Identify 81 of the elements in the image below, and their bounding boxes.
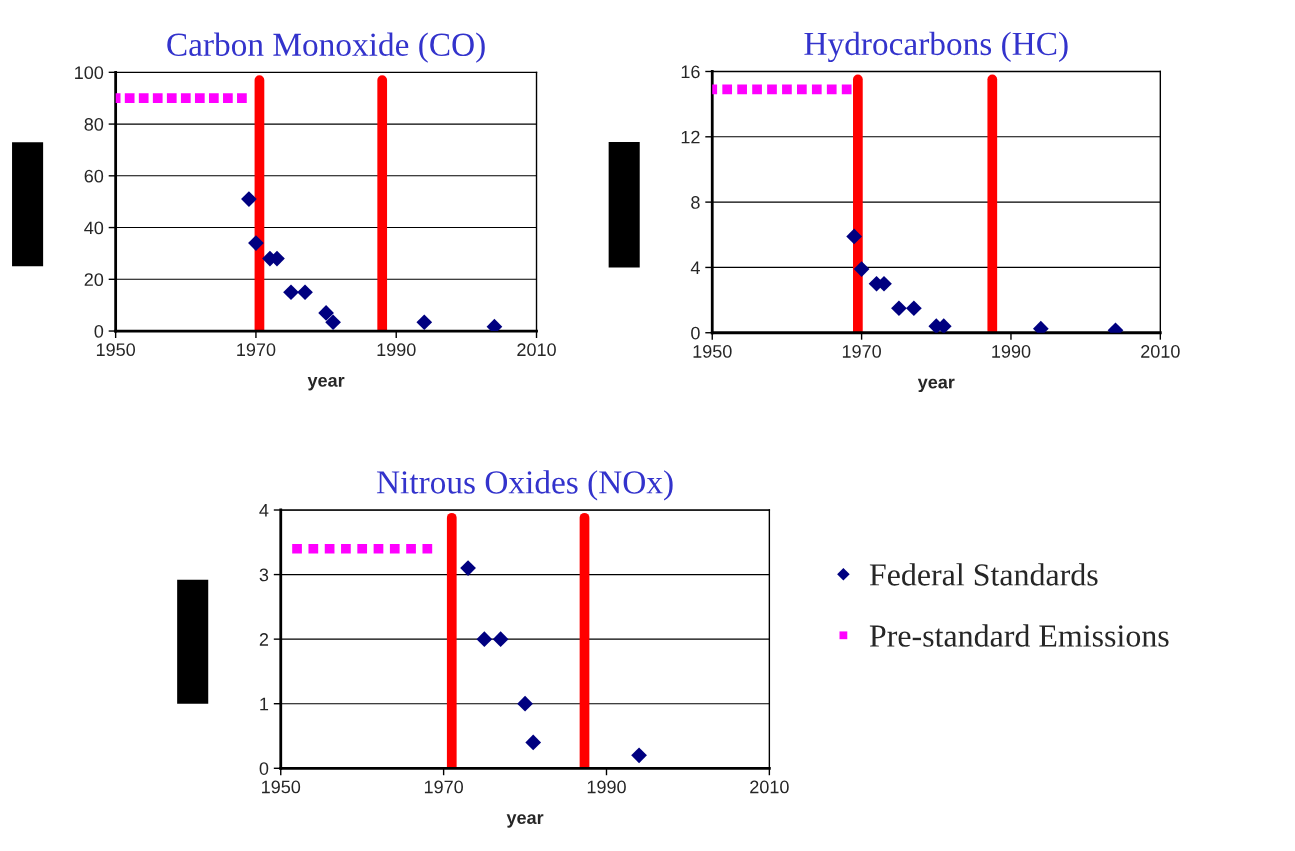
point (237, 93, 247, 104)
point (318, 305, 334, 321)
point (737, 84, 747, 95)
x-tick-label: 1950 (262, 780, 301, 794)
legend-label: Federal Standards (869, 563, 1098, 586)
legend-label: Pre-standard Emissions (869, 624, 1169, 647)
y-tick-label: 60 (84, 169, 104, 183)
x-tick-label: 1970 (842, 345, 881, 358)
point (241, 191, 257, 207)
x-tick-label: 1990 (992, 345, 1031, 358)
x-axis-title: year (307, 376, 345, 391)
x-tick-label: 2010 (517, 343, 556, 357)
point (292, 543, 302, 554)
y-tick-label: 16 (681, 65, 700, 79)
point (517, 695, 533, 712)
point (208, 93, 219, 104)
point (373, 543, 384, 554)
x-axis-title: year (506, 814, 544, 828)
y-tick-label: 4 (259, 504, 269, 517)
point (124, 93, 135, 104)
point (194, 93, 205, 104)
point (460, 560, 476, 576)
point (406, 543, 416, 554)
y-tick-label: 40 (84, 221, 104, 235)
point (166, 93, 177, 104)
point (476, 631, 493, 647)
point (325, 314, 341, 331)
y-tick-label: 0 (94, 324, 104, 338)
point (631, 747, 647, 764)
chart-title: Nitrous Oxides (NOx) (376, 470, 673, 501)
y-tick-label: 4 (690, 261, 700, 274)
point (525, 734, 542, 751)
x-tick-label: 1950 (693, 345, 732, 358)
y-tick-label: 80 (84, 118, 104, 131)
point (492, 631, 509, 647)
point (422, 543, 433, 554)
point (324, 543, 335, 554)
point (826, 84, 837, 95)
x-tick-label: 2010 (1141, 345, 1180, 358)
y-tick-label: 3 (259, 568, 269, 582)
point (308, 543, 319, 554)
point (357, 543, 368, 554)
point (138, 93, 149, 104)
x-tick-label: 1970 (237, 343, 276, 357)
y-tick-label: 12 (681, 130, 700, 144)
x-tick-label: 2010 (750, 780, 789, 794)
y-tick-label: 1 (260, 697, 269, 711)
y-tick-label: 20 (84, 273, 104, 287)
point (767, 84, 777, 95)
chart-title: Carbon Monoxide (CO) (167, 32, 485, 63)
point (782, 84, 792, 95)
point (297, 284, 313, 301)
x-tick-label: 1990 (377, 343, 416, 357)
point (223, 93, 233, 104)
y-tick-label: 0 (259, 762, 269, 775)
y-tick-label: 8 (691, 196, 700, 209)
chart-title: Hydrocarbons (HC) (804, 31, 1068, 63)
x-tick-label: 1970 (424, 780, 463, 794)
point (853, 261, 870, 277)
point (891, 300, 907, 317)
point (248, 235, 264, 251)
point (752, 84, 762, 95)
point (841, 84, 852, 95)
point (416, 314, 433, 331)
y-tick-label: 2 (259, 633, 269, 646)
point (341, 543, 351, 554)
point (846, 228, 862, 245)
point (389, 543, 400, 554)
x-tick-label: 1990 (587, 780, 626, 794)
point (811, 84, 822, 95)
point (797, 84, 807, 95)
x-tick-label: 1950 (96, 343, 136, 357)
point (722, 84, 733, 95)
point (152, 93, 163, 104)
point (486, 318, 503, 332)
point (180, 93, 191, 104)
point (283, 284, 299, 301)
x-axis-title: year (917, 378, 955, 393)
y-tick-label: 0 (691, 326, 700, 340)
y-tick-label: 100 (75, 66, 104, 80)
point (906, 300, 922, 317)
